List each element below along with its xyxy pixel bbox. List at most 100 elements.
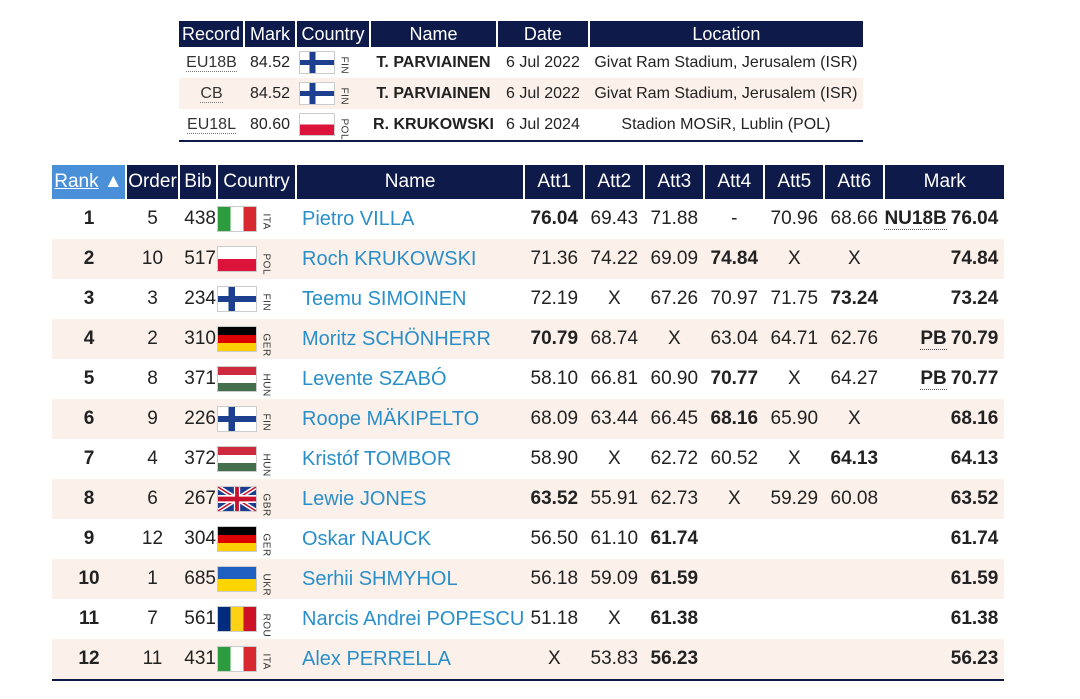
name-header: Name: [294, 165, 525, 199]
attempt-3-cell: 61.38: [650, 608, 699, 629]
mark-value: 63.52: [950, 488, 999, 509]
record-location: Givat Ram Stadium, Jerusalem (ISR): [588, 78, 863, 109]
attempt-6-cell: 68.66: [830, 208, 879, 229]
bib-cell: 267: [179, 479, 217, 519]
attempt-1-cell: 70.79: [524, 319, 585, 359]
att2-header: Att2: [583, 165, 645, 199]
record-badge: NU18B: [884, 208, 947, 230]
flag-ukr-icon: [217, 566, 257, 592]
record-country: FIN: [296, 47, 370, 78]
attempt-5-cell: X: [787, 448, 801, 469]
record-badge: PB: [920, 368, 947, 390]
order-cell: 4: [147, 448, 158, 469]
rank-cell: 2: [52, 239, 126, 279]
attempt-6-cell: [824, 559, 885, 599]
mark-value: 76.04: [950, 208, 999, 229]
rank-sort-header[interactable]: Rank ▲: [52, 165, 126, 199]
athlete-name-link[interactable]: Roope MÄKIPELTO: [296, 399, 525, 439]
bib-cell: 371: [184, 368, 216, 389]
athlete-name-link[interactable]: Teemu SIMOINEN: [302, 287, 467, 310]
country-code: FIN: [338, 87, 350, 106]
country-code: FIN: [260, 293, 272, 311]
athlete-name-link[interactable]: Alex PERRELLA: [296, 639, 525, 681]
country-code: GER: [260, 533, 272, 557]
bib-cell: 517: [179, 239, 217, 279]
country-cell: HUN: [217, 359, 296, 399]
order-cell: 10: [126, 239, 179, 279]
athlete-row: 10 1 685 UKR Serhii SHMYHOL 56.18 59.09 61.59 61…: [52, 559, 1005, 599]
country-cell: ITA: [217, 646, 296, 672]
sort-ascending-icon: ▲: [103, 171, 123, 192]
attempt-5-cell: X: [764, 239, 825, 279]
country-cell: FIN: [217, 279, 296, 319]
attempt-5-cell: [764, 599, 824, 639]
athlete-name-link[interactable]: Kristóf TOMBOR: [302, 447, 452, 470]
country-cell: ROU: [217, 606, 296, 637]
attempt-5-cell: 64.71: [764, 319, 825, 359]
athlete-name-link[interactable]: Roch KRUKOWSKI: [296, 239, 525, 279]
mark-value: 68.16: [950, 408, 999, 429]
flag-fin-icon: [217, 286, 257, 312]
mark-cell: 64.13: [884, 439, 1004, 479]
country-cell: GBR: [217, 479, 296, 519]
attempt-6-cell: X: [824, 239, 885, 279]
record-date: 6 Jul 2022: [506, 53, 580, 71]
attempt-4-cell: X: [704, 479, 765, 519]
mark-value: 73.24: [950, 288, 999, 309]
mark-value: 61.59: [950, 568, 999, 589]
records-header-mark: Mark: [243, 21, 297, 47]
records-header-row: Record Mark Country Name Date Location: [179, 21, 863, 47]
attempt-3-cell: 62.73: [644, 479, 705, 519]
record-code: CB: [200, 84, 223, 103]
flag-ita-icon: [217, 206, 257, 232]
mark-cell: 73.24: [884, 279, 1004, 319]
mark-value: 56.23: [950, 648, 999, 669]
rank-cell: 5: [83, 368, 95, 389]
record-holder-name: T. PARVIAINEN: [370, 78, 497, 109]
country-code: HUN: [260, 373, 272, 397]
attempt-2-cell: 66.81: [590, 368, 639, 389]
attempt-4-cell: [704, 599, 764, 639]
attempt-6-cell: 64.13: [830, 448, 879, 469]
athlete-name-link[interactable]: Moritz SCHÖNHERR: [296, 319, 525, 359]
athlete-name-link[interactable]: Narcis Andrei POPESCU: [302, 607, 525, 630]
country-cell: HUN: [217, 366, 296, 397]
athlete-row: 4 2 310 GER Moritz SCHÖNHERR 70.79 68.74 X 63.04…: [52, 319, 1005, 359]
attempt-5-cell: [764, 639, 825, 681]
athlete-name-link[interactable]: Pietro VILLA: [302, 207, 415, 230]
athlete-name-link[interactable]: Serhii SHMYHOL: [296, 559, 525, 599]
country-cell: FIN: [217, 406, 296, 432]
athlete-name-link[interactable]: Oskar NAUCK: [302, 527, 431, 550]
record-location: Givat Ram Stadium, Jerusalem (ISR): [594, 53, 858, 71]
flag-ger-icon: [217, 326, 257, 352]
athlete-name-link[interactable]: Levente SZABÓ: [302, 367, 447, 390]
country-cell: UKR: [217, 559, 296, 599]
country-code: ITA: [260, 213, 272, 230]
record-code-cell: CB: [179, 78, 245, 109]
country-code: HUN: [260, 453, 272, 477]
athlete-name-link[interactable]: Lewie JONES: [296, 479, 525, 519]
records-header-record: Record: [179, 21, 245, 47]
country-cell: GER: [217, 519, 296, 559]
record-mark: 80.60: [244, 109, 297, 142]
country-header: Country: [216, 165, 296, 199]
athlete-row: 7 4 372 HUN Kristóf TOMBOR 58.90 X 62.72 60.52 X 6…: [52, 439, 1004, 479]
attempt-4-cell: -: [731, 208, 738, 229]
attempt-1-cell: 76.04: [530, 208, 579, 229]
order-cell: 6: [126, 479, 179, 519]
athlete-row: 12 11 431 ITA Alex PERRELLA X 53.83 56.23 56.23: [52, 639, 1005, 681]
country-cell: ITA: [217, 639, 296, 681]
athlete-row: 11 7 561 ROU Narcis Andrei POPESCU 51.18 X 61.3…: [52, 599, 1004, 639]
rank-cell: 12: [52, 639, 126, 681]
attempt-2-cell: X: [607, 608, 621, 629]
att1-header: Att1: [523, 165, 585, 199]
mark-cell: PB 70.79: [884, 319, 1005, 359]
attempt-6-cell: 62.76: [824, 319, 885, 359]
mark-value: 64.13: [950, 448, 999, 469]
flag-pol-icon: [217, 246, 257, 272]
record-date: 6 Jul 2022: [496, 78, 589, 109]
rank-cell: 1: [83, 208, 95, 229]
rank-cell: 10: [52, 559, 126, 599]
attempt-5-cell: [764, 559, 825, 599]
record-code: EU18L: [187, 115, 236, 134]
